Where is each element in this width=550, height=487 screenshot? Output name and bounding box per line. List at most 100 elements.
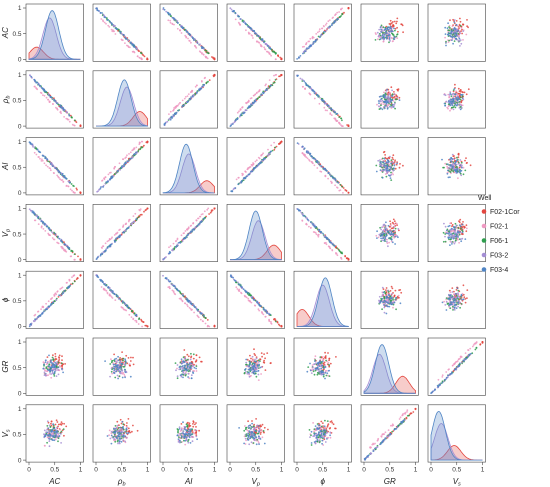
point-F03-4 (326, 237, 329, 240)
point-F02-1Cor (273, 318, 276, 320)
point-F03-4 (121, 165, 123, 168)
point-F03-4 (118, 236, 121, 238)
point-F03-4 (441, 158, 443, 161)
point-F03-4 (381, 34, 384, 37)
point-F03-4 (230, 276, 233, 278)
point-F02-1 (105, 290, 108, 292)
point-F02-1Cor (400, 23, 403, 26)
point-F02-1 (169, 245, 172, 247)
point-F02-1 (241, 172, 244, 175)
y-tick-label: 1 (18, 5, 22, 12)
scatter-points (374, 17, 404, 44)
point-F02-1 (309, 37, 312, 40)
point-F03-4 (28, 325, 31, 328)
point-F06-1 (204, 317, 207, 319)
point-F03-4 (196, 309, 199, 311)
point-F03-4 (267, 45, 269, 47)
point-F02-1 (270, 320, 272, 323)
point-F02-1 (57, 242, 60, 245)
point-F03-2 (443, 93, 446, 96)
point-F02-1 (375, 234, 378, 237)
panel-frame (92, 70, 151, 129)
point-F02-1 (206, 57, 209, 60)
point-F03-4 (113, 293, 116, 295)
point-F03-4 (252, 29, 254, 32)
point-F03-4 (49, 304, 52, 307)
point-F03-4 (172, 284, 175, 287)
scatter-points (229, 7, 283, 61)
point-F02-1 (194, 85, 197, 88)
point-F03-4 (173, 18, 176, 21)
point-F06-1 (390, 171, 392, 174)
point-F03-4 (230, 274, 232, 277)
point-F03-4 (454, 235, 457, 238)
point-F03-4 (385, 234, 388, 237)
point-F02-1 (260, 154, 263, 156)
point-F03-4 (119, 297, 121, 300)
point-F03-4 (37, 83, 40, 85)
point-F03-4 (38, 314, 41, 317)
point-F02-1 (238, 288, 241, 291)
point-F03-2 (458, 40, 460, 43)
point-F02-1 (306, 157, 309, 160)
point-F03-4 (167, 12, 170, 15)
point-F03-4 (171, 16, 174, 19)
point-F03-4 (388, 34, 391, 36)
point-F02-1 (100, 18, 103, 20)
point-F03-4 (110, 243, 113, 246)
point-F03-4 (386, 88, 389, 91)
point-F03-4 (333, 244, 336, 247)
point-F02-1Cor (460, 100, 463, 103)
panel-AI-vs-Vp (226, 137, 285, 196)
point-F03-4 (47, 305, 50, 308)
point-F02-1 (167, 19, 170, 22)
point-F02-1 (37, 156, 40, 158)
point-F03-4 (388, 30, 390, 33)
point-F02-1Cor (347, 7, 350, 9)
point-F03-4 (319, 164, 321, 167)
point-F02-1 (108, 26, 111, 28)
point-F02-1Cor (462, 225, 465, 228)
point-F03-4 (201, 85, 204, 88)
point-F03-4 (46, 225, 48, 228)
point-F06-1 (73, 185, 75, 188)
point-F02-1 (136, 55, 139, 58)
point-F02-1 (168, 246, 170, 249)
point-F03-4 (203, 217, 206, 220)
point-F03-2 (460, 104, 463, 107)
point-F02-1 (129, 151, 132, 154)
point-F02-1 (56, 241, 58, 244)
point-F03-2 (455, 226, 457, 229)
panel-phi-vs-AC: 00.51ϕ (1, 270, 84, 331)
point-F02-1 (376, 103, 378, 106)
point-F02-1 (53, 172, 55, 175)
point-F02-1 (336, 187, 339, 189)
point-F06-1 (340, 252, 343, 255)
point-F03-4 (450, 32, 452, 35)
point-F06-1 (139, 147, 142, 150)
point-F02-1 (196, 84, 198, 87)
point-F02-1Cor (459, 89, 462, 91)
point-F03-4 (305, 84, 308, 87)
point-F03-4 (380, 237, 382, 240)
point-F02-1 (61, 247, 64, 250)
point-F03-4 (116, 28, 118, 30)
point-F03-4 (444, 26, 447, 29)
point-F03-4 (239, 18, 242, 20)
point-F03-2 (462, 30, 465, 32)
point-F02-1 (203, 77, 206, 80)
point-F02-1 (312, 231, 315, 233)
point-F02-1 (308, 92, 311, 95)
point-F02-1 (250, 301, 253, 304)
point-F03-2 (377, 159, 380, 162)
panel-AC-vs-Vs (427, 3, 486, 62)
point-F02-1 (59, 288, 62, 290)
point-F03-4 (120, 167, 123, 169)
point-F02-1 (102, 20, 105, 23)
point-F02-1 (235, 286, 238, 289)
point-F02-1 (43, 162, 46, 165)
point-F03-2 (445, 100, 448, 103)
point-F03-2 (377, 35, 380, 38)
point-F02-1 (318, 30, 321, 33)
point-F02-1Cor (389, 220, 391, 223)
